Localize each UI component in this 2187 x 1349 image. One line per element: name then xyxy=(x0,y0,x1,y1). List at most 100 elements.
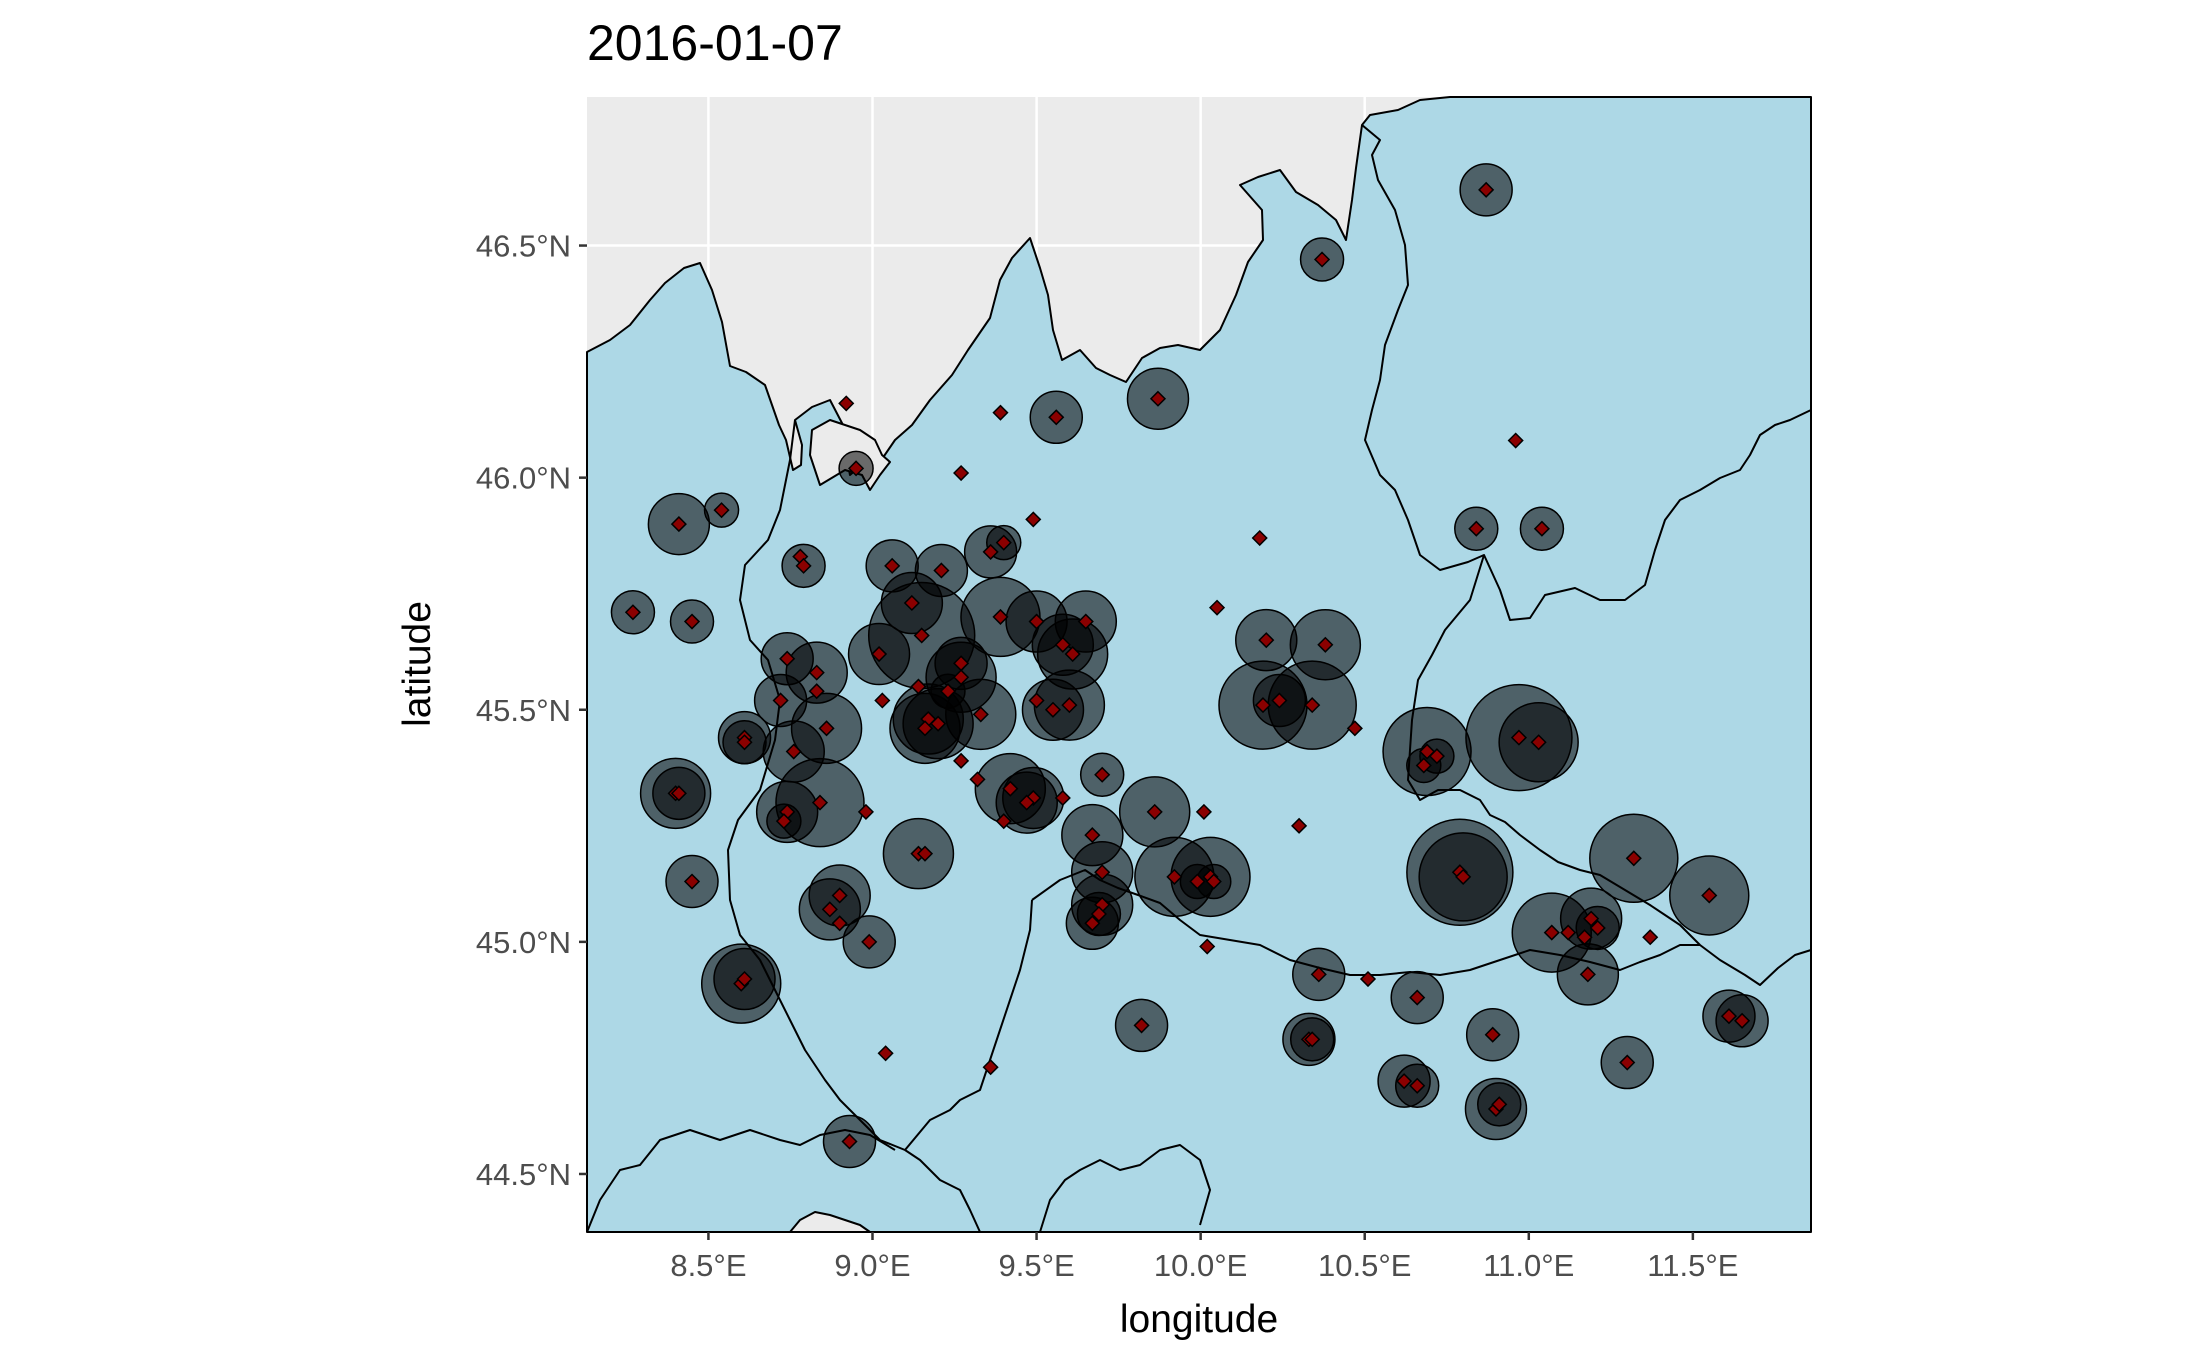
station-marker xyxy=(1028,692,1045,709)
station-marker xyxy=(1199,938,1216,955)
station-marker xyxy=(1291,817,1308,834)
station-marker xyxy=(1507,432,1524,449)
y-axis-title: latitude xyxy=(396,601,439,727)
station-marker xyxy=(1205,873,1222,890)
station-marker xyxy=(1061,697,1078,714)
station-marker xyxy=(785,743,802,760)
station-marker xyxy=(779,650,796,667)
station-marker xyxy=(874,692,891,709)
station-marker xyxy=(995,534,1012,551)
grey-enclave xyxy=(789,1211,871,1233)
station-marker xyxy=(831,915,848,932)
station-marker xyxy=(1510,729,1528,746)
station-marker xyxy=(1084,915,1101,932)
x-axis-title: longitude xyxy=(1120,1298,1278,1341)
western-border-piedmont xyxy=(727,419,981,1233)
station-marker xyxy=(877,1045,894,1062)
station-marker xyxy=(861,933,878,950)
station-marker xyxy=(969,771,986,788)
station-marker xyxy=(1018,794,1035,811)
station-marker xyxy=(1189,873,1206,890)
station-marker xyxy=(939,683,957,700)
station-marker xyxy=(1094,766,1111,783)
station-marker xyxy=(1002,780,1019,797)
station-marker xyxy=(1064,645,1081,663)
station-marker xyxy=(857,803,874,820)
station-marker xyxy=(1428,748,1445,765)
station-marker xyxy=(995,813,1012,830)
station-marker xyxy=(1133,1017,1150,1034)
station-marker xyxy=(916,720,934,737)
station-marker xyxy=(1579,966,1596,983)
station-marker xyxy=(838,395,855,412)
trentino-border xyxy=(1361,124,1812,621)
station-marker xyxy=(811,794,829,811)
station-marker xyxy=(1304,697,1321,714)
station-marker xyxy=(1317,636,1334,653)
station-marker xyxy=(1543,924,1560,941)
station-marker xyxy=(1090,905,1107,923)
station-marker xyxy=(1028,613,1045,630)
station-marker xyxy=(713,502,730,519)
station-marker xyxy=(1044,701,1062,718)
station-marker xyxy=(1254,697,1272,714)
y-tick-label: 46.0°N xyxy=(476,461,571,496)
station-marker xyxy=(1077,613,1094,630)
station-marker xyxy=(1533,520,1550,537)
station-marker xyxy=(808,683,825,700)
y-axis: 44.5°N 45.0°N 45.5°N 46.0°N 46.5°N xyxy=(476,229,587,1192)
station-marker xyxy=(982,1059,999,1076)
station-marker xyxy=(1304,1031,1321,1048)
station-marker xyxy=(910,678,927,695)
y-tick-label: 45.5°N xyxy=(476,693,571,728)
station-marker xyxy=(670,516,687,533)
station-marker xyxy=(795,557,812,574)
station-marker xyxy=(1054,636,1071,653)
station-marker xyxy=(1251,529,1268,547)
x-tick-label: 11.5°E xyxy=(1647,1248,1738,1283)
station-marker xyxy=(1484,1026,1501,1043)
station-markers xyxy=(624,181,1751,1150)
station-marker xyxy=(953,669,970,686)
station-marker xyxy=(916,845,934,862)
apennine-ridge-east xyxy=(1039,1144,1211,1233)
station-marker xyxy=(1415,757,1432,774)
station-marker xyxy=(670,785,687,802)
station-marker xyxy=(1094,864,1111,881)
station-marker xyxy=(1208,599,1226,616)
station-marker xyxy=(1734,1012,1751,1029)
x-tick-label: 8.5°E xyxy=(670,1248,746,1283)
x-tick-label: 10.0°E xyxy=(1154,1248,1247,1283)
station-marker xyxy=(1258,632,1275,649)
station-marker xyxy=(831,887,848,904)
station-marker xyxy=(982,543,999,560)
station-marker xyxy=(841,1133,858,1150)
station-marker xyxy=(1149,390,1167,407)
station-marker xyxy=(683,873,701,890)
station-marker xyxy=(1576,929,1593,946)
station-marker xyxy=(1195,803,1212,820)
station-marker xyxy=(1084,827,1101,844)
station-marker xyxy=(1166,868,1183,885)
station-marker xyxy=(1619,1054,1636,1071)
station-marker xyxy=(848,460,865,477)
station-marker xyxy=(1720,1008,1738,1025)
station-marker xyxy=(821,901,838,918)
station-marker xyxy=(1642,929,1659,946)
station-marker xyxy=(1048,409,1065,426)
station-marker xyxy=(1409,989,1426,1006)
station-marker xyxy=(1146,803,1163,820)
station-marker xyxy=(1310,966,1327,983)
station-marker xyxy=(1359,970,1377,988)
y-tick-label: 44.5°N xyxy=(476,1157,571,1192)
station-marker xyxy=(1701,887,1718,904)
x-tick-label: 9.5°E xyxy=(998,1248,1074,1283)
station-marker xyxy=(1396,1073,1413,1090)
station-marker xyxy=(1313,251,1331,268)
station-marker xyxy=(930,715,947,732)
station-marker xyxy=(1468,520,1485,537)
station-marker xyxy=(683,613,701,630)
station-marker xyxy=(1025,789,1042,807)
station-marker xyxy=(972,706,989,723)
